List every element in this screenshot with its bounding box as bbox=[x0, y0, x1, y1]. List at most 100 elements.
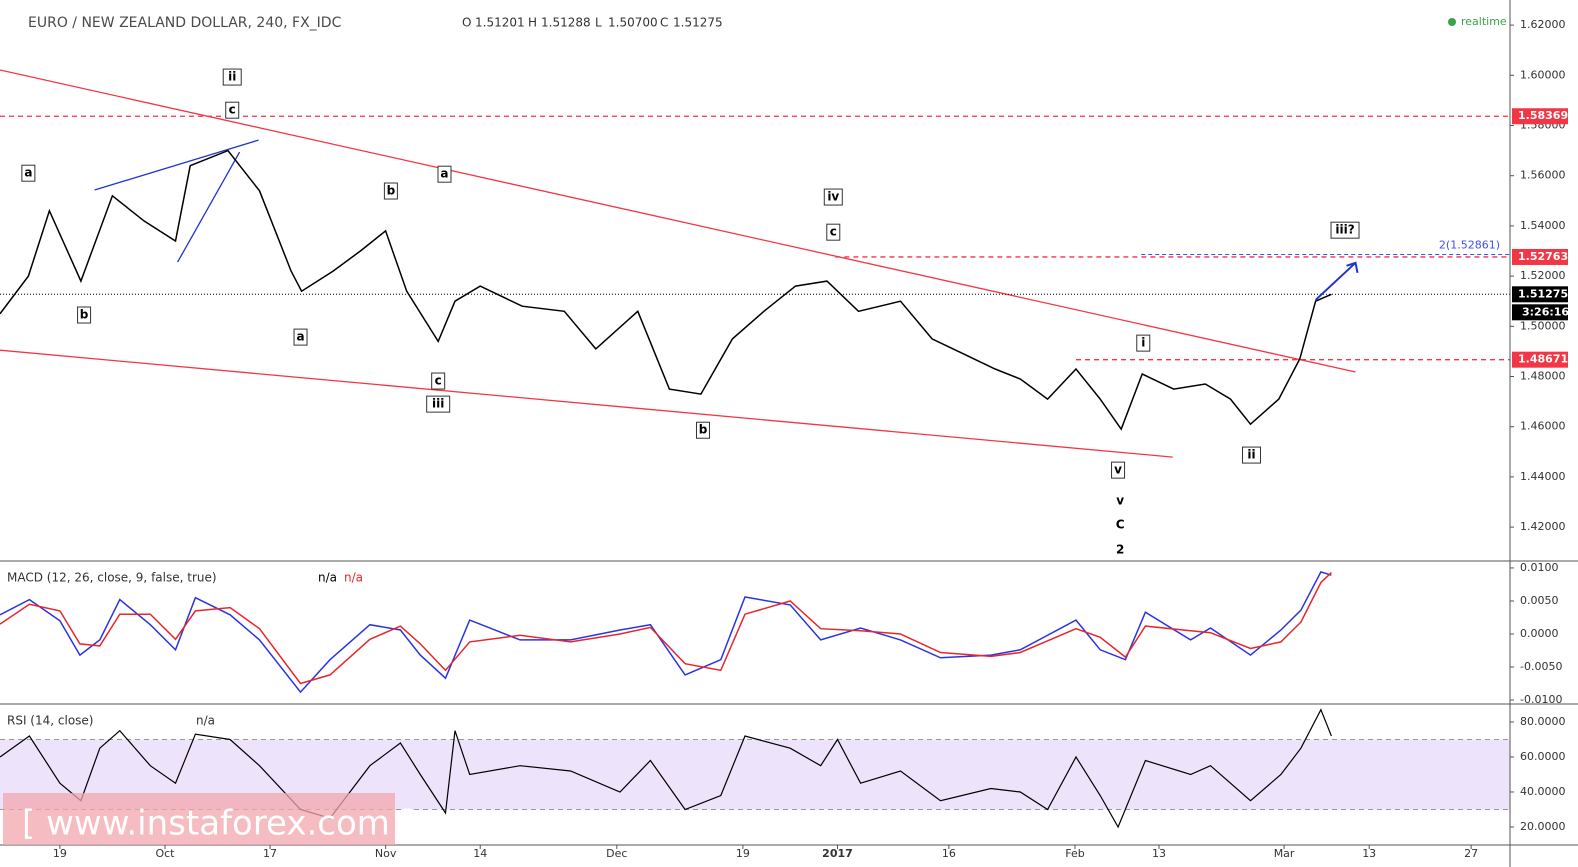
wave-label-box bbox=[77, 306, 92, 324]
level-label: 1.48671 bbox=[1518, 353, 1568, 366]
wave-label-box bbox=[293, 328, 308, 346]
wave-label: ii bbox=[228, 70, 236, 84]
wave-label: a bbox=[24, 166, 32, 180]
x-tick-label: 19 bbox=[53, 847, 67, 860]
chart-title: EURO / NEW ZEALAND DOLLAR, 240, FX_IDC bbox=[28, 15, 342, 31]
x-tick-label: Mar bbox=[1274, 847, 1295, 860]
wave-label-box bbox=[426, 395, 451, 413]
x-tick-label: 16 bbox=[942, 847, 956, 860]
wave-label: b bbox=[80, 308, 89, 322]
level-label-box bbox=[1512, 351, 1568, 368]
x-tick-label: 2017 bbox=[822, 847, 853, 860]
y-tick-label: 1.56000 bbox=[1520, 169, 1566, 182]
y-tick-label: 0.0050 bbox=[1520, 594, 1559, 607]
status-dot bbox=[1448, 18, 1456, 26]
indicator-status: n/a bbox=[196, 714, 215, 728]
wave-label: a bbox=[296, 330, 304, 344]
y-tick-label: -0.0050 bbox=[1520, 660, 1562, 673]
wave-label: c bbox=[435, 374, 442, 388]
forecast-arrow bbox=[1314, 261, 1359, 301]
wave-label: c bbox=[229, 103, 236, 117]
level-label: 1.58369 bbox=[1518, 109, 1568, 122]
y-tick-label: -0.0100 bbox=[1520, 693, 1562, 706]
level-label: 1.52763 bbox=[1518, 250, 1568, 263]
wave-label: iii? bbox=[1335, 223, 1354, 237]
ohlc-value: 1.51288 bbox=[541, 16, 591, 30]
x-tick-label: 19 bbox=[736, 847, 750, 860]
target-label: 2(1.52861) bbox=[1439, 238, 1500, 251]
indicator-title: MACD (12, 26, close, 9, false, true) bbox=[7, 571, 217, 585]
wave-label: c bbox=[830, 225, 837, 239]
x-tick-label: Feb bbox=[1065, 847, 1084, 860]
wave-label-box bbox=[431, 372, 446, 390]
y-tick-label: 1.46000 bbox=[1520, 420, 1566, 433]
x-tick-label: 14 bbox=[473, 847, 487, 860]
y-tick-label: 1.60000 bbox=[1520, 68, 1566, 81]
wave-label-box bbox=[225, 101, 240, 119]
x-tick-label: 17 bbox=[263, 847, 277, 860]
macd-line bbox=[0, 570, 1332, 694]
y-tick-label: 1.52000 bbox=[1520, 269, 1566, 282]
x-tick-label: 13 bbox=[1362, 847, 1376, 860]
y-tick-label: 60.0000 bbox=[1520, 750, 1566, 763]
trendline bbox=[0, 69, 1356, 373]
wave-label: v bbox=[1116, 494, 1124, 508]
x-tick-label: Oct bbox=[155, 847, 175, 860]
y-tick-label: 0.0000 bbox=[1520, 627, 1559, 640]
ohlc-key: O bbox=[462, 16, 471, 30]
x-tick-label: Dec bbox=[606, 847, 627, 860]
wave-label-box bbox=[1136, 334, 1151, 352]
y-tick-label: 0.0100 bbox=[1520, 561, 1559, 574]
wave-label-box bbox=[1330, 221, 1360, 239]
wave-label: C bbox=[1116, 518, 1125, 532]
y-tick-label: 20.0000 bbox=[1520, 820, 1566, 833]
wave-label: iv bbox=[827, 190, 839, 204]
watermark-box bbox=[3, 793, 395, 845]
ohlc-value: 1.50700 bbox=[608, 16, 658, 30]
wave-label-box bbox=[1242, 446, 1262, 464]
ohlc-value: 1.51275 bbox=[673, 16, 723, 30]
countdown: 3:26:16 bbox=[1522, 305, 1569, 318]
wave-label: iii bbox=[432, 397, 444, 411]
wave-label-box bbox=[695, 421, 710, 439]
y-tick-label: 80.0000 bbox=[1520, 715, 1566, 728]
last-price-box bbox=[1512, 286, 1568, 303]
legend-entry: n/a bbox=[344, 571, 363, 585]
level-label-box bbox=[1512, 108, 1568, 125]
wave-label-box bbox=[21, 164, 36, 182]
y-tick-label: 1.42000 bbox=[1520, 520, 1566, 533]
macd-line bbox=[0, 572, 1332, 685]
y-tick-label: 1.62000 bbox=[1520, 18, 1566, 31]
wave-label: v bbox=[1114, 463, 1122, 477]
chart-layer: EURO / NEW ZEALAND DOLLAR, 240, FX_IDC O 1… bbox=[0, 15, 1569, 860]
ohlc-key: L bbox=[595, 16, 602, 30]
price-line bbox=[0, 149, 1332, 431]
y-tick-label: 1.44000 bbox=[1520, 470, 1566, 483]
ohlc-key: C bbox=[660, 16, 668, 30]
wave-label-box bbox=[222, 68, 242, 86]
wave-label-box bbox=[437, 165, 452, 183]
wave-label-box bbox=[383, 182, 398, 200]
indicator-title: RSI (14, close) bbox=[7, 714, 93, 728]
rsi-line bbox=[0, 708, 1332, 829]
trendline bbox=[94, 139, 259, 191]
last-price-label: 1.51275 bbox=[1518, 287, 1568, 300]
y-tick-label: 40.0000 bbox=[1520, 785, 1566, 798]
x-tick-label: Nov bbox=[375, 847, 397, 860]
wave-label: b bbox=[699, 423, 708, 437]
legend-entry: n/a bbox=[318, 571, 337, 585]
wave-label: ii bbox=[1247, 448, 1255, 462]
y-tick-label: 1.48000 bbox=[1520, 370, 1566, 383]
trendline bbox=[177, 151, 241, 263]
trendline bbox=[0, 349, 1173, 458]
wave-label: i bbox=[1141, 336, 1145, 350]
y-tick-label: 1.50000 bbox=[1520, 319, 1566, 332]
ohlc-key: H bbox=[528, 16, 537, 30]
y-tick-label: 1.54000 bbox=[1520, 219, 1566, 232]
x-tick-label: 13 bbox=[1152, 847, 1166, 860]
level-label-box bbox=[1512, 248, 1568, 265]
countdown-box bbox=[1512, 304, 1568, 321]
wave-label: b bbox=[387, 184, 396, 198]
status: realtime bbox=[1461, 15, 1507, 28]
